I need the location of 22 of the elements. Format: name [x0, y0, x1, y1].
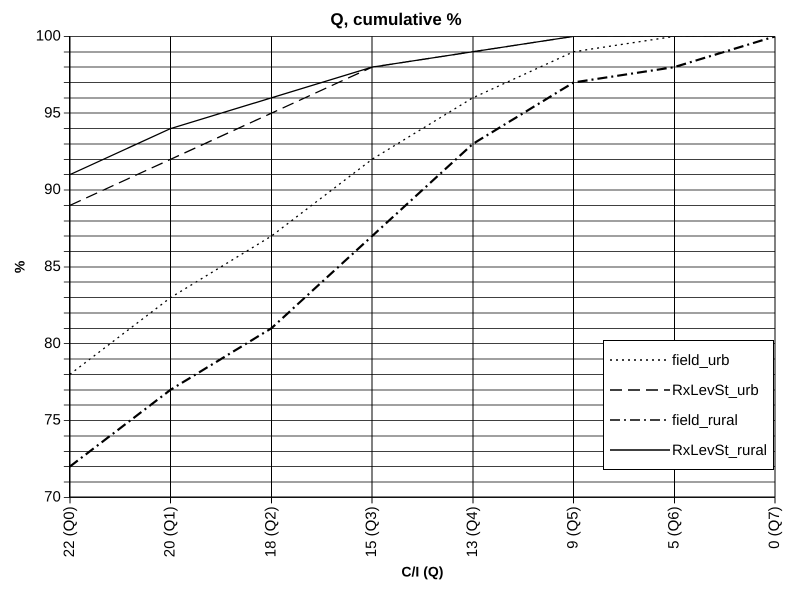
y-axis-title: %: [11, 260, 28, 274]
x-axis-title: C/I (Q): [401, 563, 444, 580]
x-tick-label: 18 (Q2): [262, 506, 280, 558]
y-tick-label: 75: [44, 412, 61, 429]
y-tick-label: 70: [44, 488, 61, 506]
x-tick-label: 0 (Q7): [766, 506, 784, 549]
legend-label: field_rural: [672, 412, 738, 428]
x-tick-label: 20 (Q1): [162, 506, 179, 558]
chart-title: Q, cumulative %: [330, 10, 462, 29]
y-tick-label: 85: [44, 258, 61, 276]
legend-label: field_urb: [672, 352, 730, 368]
y-tick-label: 100: [36, 28, 61, 45]
y-tick-label: 80: [44, 334, 61, 352]
x-tick-label: 9 (Q5): [564, 506, 582, 549]
legend-label: RxLevSt_urb: [672, 382, 759, 398]
x-tick-label: 5 (Q6): [665, 506, 682, 549]
y-tick-label: 90: [44, 181, 61, 198]
x-tick-label: 15 (Q3): [363, 506, 380, 558]
y-tick-label: 95: [44, 104, 61, 122]
x-tick-label: 13 (Q4): [464, 506, 481, 558]
legend-label: RxLevSt_rural: [672, 442, 767, 458]
x-tick-label: 22 (Q0): [60, 506, 78, 558]
